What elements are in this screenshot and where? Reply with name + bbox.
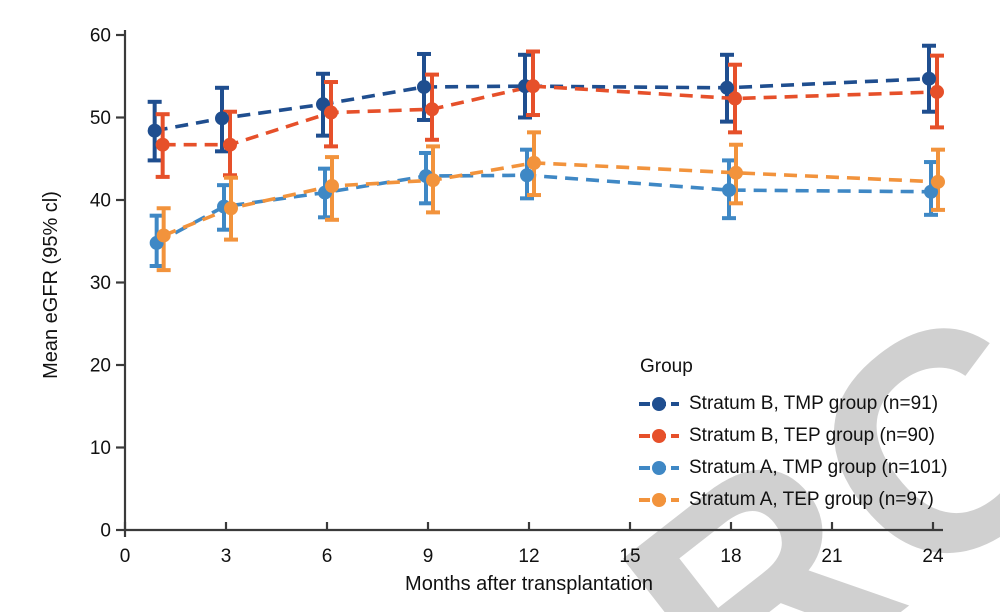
legend-marker-dot xyxy=(652,429,666,443)
axes: 0 10 20 30 40 50 60 0 3 6 9 12 15 18 21 24 xyxy=(90,26,944,568)
legend-title: Group xyxy=(640,356,693,377)
legend-marker xyxy=(639,429,679,443)
data-point xyxy=(425,102,439,117)
data-point xyxy=(729,165,743,180)
data-point xyxy=(728,91,742,106)
x-tick-label: 15 xyxy=(619,546,640,567)
x-tick-label: 18 xyxy=(720,546,741,567)
legend-label: Stratum A, TMP group (n=101) xyxy=(689,457,948,478)
x-tick-label: 3 xyxy=(221,546,232,567)
data-point xyxy=(215,111,229,126)
x-tick-label: 9 xyxy=(423,546,434,567)
chart-legend: Group Stratum B, TMP group (n=91) Stratum… xyxy=(638,356,948,516)
data-point xyxy=(325,178,339,193)
legend-marker-dot xyxy=(652,461,666,475)
series-stratum-b-tmp-group-n-91 xyxy=(147,43,936,163)
series-points-stratum-b-tmp-group-n-91 xyxy=(147,71,936,138)
legend-marker xyxy=(639,397,679,411)
legend-item-stratum-b-tmp-group-n-91: Stratum B, TMP group (n=91) xyxy=(638,388,948,420)
x-tick-label: 24 xyxy=(922,546,944,567)
data-point xyxy=(922,71,936,86)
series-line xyxy=(155,173,932,245)
data-point xyxy=(223,137,237,152)
x-tick-label: 21 xyxy=(821,546,842,567)
series-stratum-b-tep-group-n-90 xyxy=(155,49,944,179)
x-tick-label: 0 xyxy=(120,546,131,567)
data-point xyxy=(720,80,734,95)
y-tick-label: 50 xyxy=(90,108,111,129)
data-point xyxy=(527,155,541,170)
legend-item-stratum-a-tmp-group-n-101: Stratum A, TMP group (n=101) xyxy=(638,452,948,484)
legend-marker xyxy=(639,461,679,475)
series-stratum-a-tmp-group-n-101 xyxy=(149,147,938,268)
legend-item-stratum-a-tep-group-n-97: Stratum A, TEP group (n=97) xyxy=(638,484,948,516)
y-tick-label: 10 xyxy=(90,438,111,459)
y-tick-label: 60 xyxy=(90,26,111,47)
y-tick-label: 0 xyxy=(100,521,111,542)
data-point xyxy=(526,79,540,94)
legend-label: Stratum A, TEP group (n=97) xyxy=(689,489,934,510)
data-point xyxy=(722,183,736,198)
data-point xyxy=(426,173,440,188)
data-point xyxy=(931,174,945,189)
series-points-stratum-a-tep-group-n-97 xyxy=(156,155,945,243)
data-point xyxy=(156,228,171,243)
series-line xyxy=(162,84,938,147)
data-point xyxy=(324,105,338,120)
series-points-stratum-a-tmp-group-n-101 xyxy=(149,168,938,250)
y-axis-title: Mean eGFR (95% cl) xyxy=(40,191,62,379)
data-point xyxy=(147,123,162,138)
x-axis-title: Months after transplantation xyxy=(405,573,653,595)
legend-label: Stratum B, TEP group (n=90) xyxy=(689,425,935,446)
data-point xyxy=(417,79,431,94)
data-point xyxy=(930,84,944,99)
legend-marker xyxy=(639,493,679,507)
series-points-stratum-b-tep-group-n-90 xyxy=(155,79,944,152)
y-tick-label: 40 xyxy=(90,191,111,212)
data-point xyxy=(520,168,534,183)
x-tick-label: 12 xyxy=(518,546,539,567)
data-point xyxy=(155,137,170,152)
legend-marker-dot xyxy=(652,493,666,507)
data-point xyxy=(224,201,238,216)
legend-marker-dot xyxy=(652,397,666,411)
y-tick-label: 20 xyxy=(90,356,111,377)
data-point xyxy=(924,184,938,199)
legend-label: Stratum B, TMP group (n=91) xyxy=(689,393,939,414)
legend-items: Stratum B, TMP group (n=91) Stratum B, TE… xyxy=(638,388,948,516)
legend-item-stratum-b-tep-group-n-90: Stratum B, TEP group (n=90) xyxy=(638,420,948,452)
y-tick-label: 30 xyxy=(90,273,111,294)
x-tick-label: 6 xyxy=(322,546,333,567)
